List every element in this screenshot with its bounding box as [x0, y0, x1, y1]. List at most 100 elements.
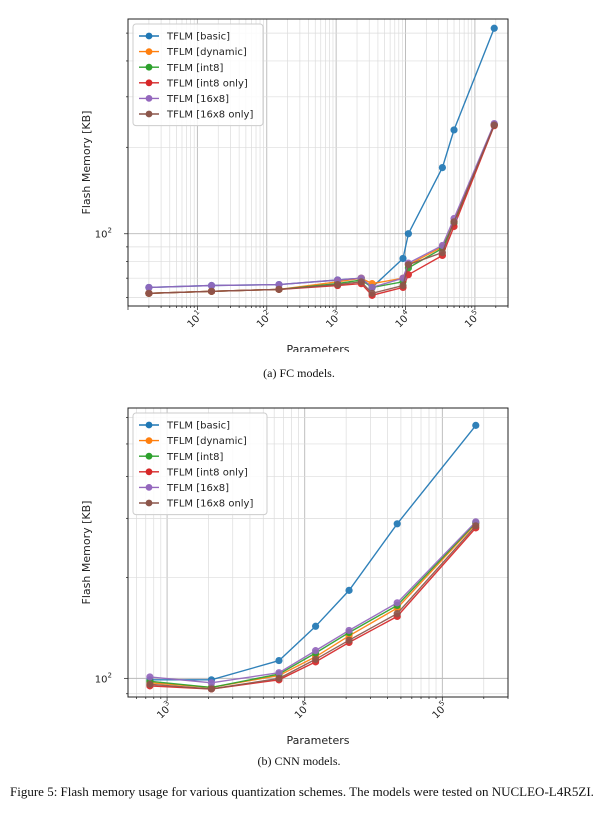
legend: TFLM [basic] TFLM [dynamic] TFLM [int8] TFL…	[132, 23, 264, 127]
series-line	[148, 123, 495, 289]
series-tflm-int8-only	[145, 122, 498, 299]
legend-swatch-marker	[145, 110, 153, 118]
data-point	[275, 285, 283, 293]
series-tflm-dynamic	[146, 520, 480, 691]
series-tflm-16x8-only	[146, 522, 480, 693]
data-point	[393, 610, 401, 618]
legend-swatch-marker	[145, 499, 153, 507]
legend-label: TFLM [16x8]	[166, 483, 229, 494]
data-point	[275, 656, 283, 665]
data-point	[450, 126, 458, 134]
data-point	[404, 230, 412, 238]
series-line	[148, 124, 495, 294]
data-point	[146, 673, 154, 681]
x-tick-exponent: 5	[437, 699, 446, 708]
x-tick-exponent: 4	[401, 308, 410, 317]
data-point	[357, 278, 365, 286]
legend-box	[132, 23, 264, 127]
legend-swatch-marker	[145, 484, 153, 491]
legend-label: TFLM [basic]	[166, 32, 230, 43]
y-tick-base: 10	[95, 230, 108, 241]
series-tflm-16x8-only	[145, 121, 498, 297]
data-point	[404, 261, 412, 269]
legend-box	[132, 412, 268, 516]
legend-swatch-marker	[145, 95, 153, 102]
data-point	[472, 522, 480, 530]
x-tick-label: 104	[392, 308, 414, 330]
legend-label: TFLM [int8]	[166, 63, 224, 74]
x-tick-base: 10	[394, 313, 411, 330]
data-point	[399, 281, 407, 290]
x-tick-label: 103	[153, 699, 175, 721]
x-tick-label: 105	[428, 699, 450, 721]
y-tick-base: 10	[95, 674, 108, 685]
legend-swatch-marker	[145, 63, 153, 71]
subcaption-fc: (a) FC models.	[263, 366, 335, 380]
legend-label: TFLM [16x8]	[166, 94, 229, 105]
y-tick-exponent: 2	[108, 227, 112, 235]
legend-label: TFLM [basic]	[166, 421, 230, 432]
x-tick-base: 10	[463, 313, 480, 330]
data-point	[490, 121, 498, 129]
series-tflm-16x8	[146, 518, 480, 687]
y-tick-exponent: 2	[108, 671, 112, 679]
series-line	[148, 125, 495, 297]
legend-label: TFLM [dynamic]	[166, 436, 247, 447]
series-line	[148, 124, 495, 295]
x-tick-base: 10	[155, 704, 172, 721]
x-tick-exponent: 2	[262, 308, 271, 317]
data-point	[368, 283, 376, 292]
series-line	[149, 525, 477, 690]
data-point	[312, 647, 320, 655]
legend-swatch-marker	[145, 468, 153, 476]
data-point	[207, 281, 216, 290]
data-point	[345, 636, 353, 644]
subcaption-cnn: (b) CNN models.	[257, 754, 341, 768]
x-tick-base: 10	[186, 313, 203, 330]
series-line	[149, 527, 477, 690]
legend-swatch-marker	[145, 437, 153, 444]
x-axis-label: Parameters	[287, 343, 350, 352]
x-tick-base: 10	[255, 313, 272, 330]
data-point	[275, 674, 283, 682]
legend-label: TFLM [int8]	[166, 452, 224, 463]
series-line	[148, 124, 495, 294]
y-tick-label: 102	[95, 227, 112, 241]
data-point	[345, 626, 353, 635]
series-tflm-int8-only	[146, 524, 480, 693]
x-tick-exponent: 3	[162, 699, 171, 708]
x-tick-label: 101	[184, 308, 206, 330]
data-point	[399, 254, 407, 263]
data-point	[207, 685, 216, 693]
data-point	[438, 163, 446, 172]
data-point	[312, 622, 320, 630]
legend-label: TFLM [int8 only]	[166, 78, 248, 89]
x-tick-base: 10	[431, 704, 448, 721]
x-tick-label: 103	[322, 308, 344, 330]
plot-frame	[127, 407, 509, 698]
legend-swatch-marker	[145, 32, 153, 40]
data-point	[145, 283, 153, 292]
x-tick-label: 102	[253, 308, 275, 330]
legend-label: TFLM [dynamic]	[166, 47, 247, 58]
series-tflm-int8	[146, 519, 480, 691]
data-point	[334, 280, 342, 289]
data-point	[472, 421, 480, 429]
legend-swatch-marker	[145, 452, 153, 460]
data-point	[393, 520, 401, 528]
x-axis-label: Parameters	[287, 734, 350, 747]
x-tick-exponent: 5	[470, 308, 479, 317]
legend-swatch-marker	[145, 79, 153, 87]
y-axis-label: Flash Memory [KB]	[80, 501, 93, 605]
legend-swatch-marker	[145, 48, 153, 55]
legend-label: TFLM [16x8 only]	[166, 499, 253, 510]
data-point	[450, 218, 458, 226]
x-tick-base: 10	[324, 313, 341, 330]
y-axis-label: Flash Memory [KB]	[80, 111, 93, 215]
x-tick-exponent: 3	[331, 308, 340, 317]
x-tick-label: 104	[291, 699, 313, 721]
legend: TFLM [basic] TFLM [dynamic] TFLM [int8] TFL…	[132, 412, 268, 516]
data-point	[368, 289, 376, 297]
